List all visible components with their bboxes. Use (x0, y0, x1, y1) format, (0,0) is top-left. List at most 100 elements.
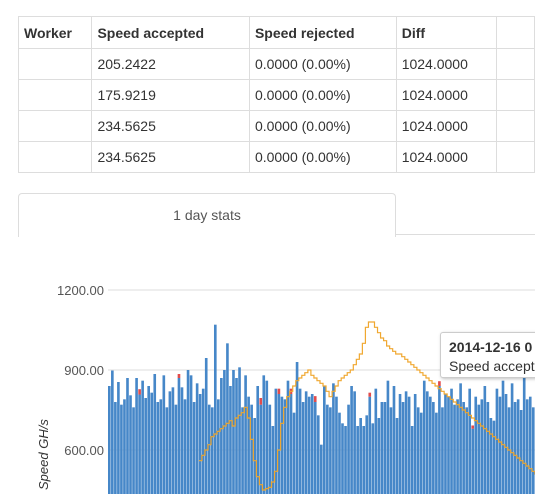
bar-accepted (425, 391, 429, 494)
table-header-row: Worker Speed accepted Speed rejected Dif… (17, 16, 535, 49)
bar-accepted (513, 402, 517, 494)
bar-accepted (368, 396, 372, 494)
bar-accepted (419, 412, 423, 494)
bar-accepted (316, 415, 320, 494)
bar-accepted (456, 399, 459, 494)
table-row: 175.9219 0.0000 (0.00%) 1024.0000 (17, 79, 535, 111)
bar-accepted (195, 383, 199, 494)
bar-accepted (283, 399, 287, 494)
bar-accepted (332, 383, 335, 494)
y-tick-label: 900.00 (64, 363, 104, 378)
bar-rejected (471, 425, 475, 429)
bar-accepted (450, 388, 453, 494)
bar-accepted (232, 370, 235, 494)
bar-accepted (335, 396, 338, 494)
bar-accepted (380, 402, 384, 494)
bar-accepted (159, 399, 163, 494)
bar-accepted (123, 399, 126, 494)
bar-accepted (108, 386, 111, 494)
cell-speed-rejected: 0.0000 (0.00%) (248, 79, 397, 111)
header-diff: Diff (395, 16, 498, 49)
bar-accepted (304, 391, 308, 494)
bar-accepted (377, 418, 381, 494)
bar-accepted (132, 407, 135, 494)
bar-accepted (462, 402, 465, 494)
bar-accepted (289, 394, 293, 494)
y-tick-label: 600.00 (64, 443, 104, 458)
bar-accepted (241, 407, 244, 494)
cell-worker (17, 141, 93, 173)
cell-diff: 1024.0000 (395, 141, 498, 173)
bar-accepted (138, 394, 141, 494)
bar-accepted (501, 380, 505, 494)
bar-accepted (432, 402, 435, 494)
bar-accepted (392, 386, 396, 494)
bar-accepted (165, 407, 169, 494)
cell-worker (17, 110, 93, 142)
bar-accepted (356, 426, 359, 494)
bar-accepted (507, 407, 511, 494)
cell-extra (496, 79, 535, 111)
bar-accepted (217, 399, 220, 494)
cell-worker (17, 79, 93, 111)
bar-accepted (262, 375, 266, 494)
header-speed-rejected: Speed rejected (248, 16, 397, 49)
bar-accepted (422, 380, 426, 494)
bar-accepted (238, 367, 241, 494)
bar-accepted (404, 391, 408, 494)
bar-accepted (429, 396, 432, 494)
table-row: 205.2422 0.0000 (0.00%) 1024.0000 (17, 48, 535, 80)
bar-accepted (126, 378, 129, 494)
bar-accepted (338, 412, 341, 494)
cell-speed-rejected: 0.0000 (0.00%) (248, 141, 397, 173)
bar-accepted (344, 426, 347, 494)
bar-accepted (525, 399, 529, 494)
bar-accepted (280, 396, 284, 494)
tab-bar-divider (396, 234, 535, 235)
bar-accepted (329, 407, 332, 494)
bar-rejected (313, 396, 317, 402)
cell-speed-rejected: 0.0000 (0.00%) (248, 48, 397, 80)
bar-accepted (268, 404, 272, 494)
header-extra (496, 16, 535, 49)
bar-accepted (465, 407, 468, 494)
bar-accepted (201, 388, 205, 494)
bar-accepted (223, 370, 226, 494)
bar-accepted (229, 386, 232, 494)
bar-accepted (471, 428, 475, 494)
bar-accepted (453, 404, 456, 494)
bar-accepted (177, 378, 181, 494)
bar-accepted (362, 426, 366, 494)
bar-accepted (244, 375, 247, 494)
bar-accepted (504, 394, 508, 494)
bar-accepted (298, 388, 302, 494)
bar-accepted (416, 407, 420, 494)
cell-extra (496, 141, 535, 173)
bar-accepted (114, 402, 117, 494)
bar-accepted (147, 386, 150, 494)
bar-accepted (365, 415, 369, 494)
bar-accepted (207, 404, 211, 494)
bar-accepted (477, 404, 481, 494)
bar-accepted (389, 407, 393, 494)
cell-speed-accepted: 205.2422 (91, 48, 250, 80)
bar-accepted (359, 418, 362, 494)
bar-accepted (474, 396, 478, 494)
y-axis-label: Speed GH/s (36, 419, 51, 490)
bar-accepted (210, 407, 214, 494)
cell-extra (496, 48, 535, 80)
bar-accepted (531, 407, 535, 494)
bar-accepted (395, 418, 399, 494)
bar-accepted (522, 378, 526, 494)
bar-accepted (307, 396, 311, 494)
bar-accepted (341, 423, 344, 494)
bar-accepted (247, 396, 250, 494)
bar-accepted (347, 404, 350, 494)
cell-diff: 1024.0000 (395, 79, 498, 111)
bar-accepted (407, 396, 411, 494)
tab-1-day-stats[interactable]: 1 day stats (18, 193, 396, 237)
bar-accepted (150, 392, 154, 494)
bar-accepted (235, 378, 238, 494)
cell-worker (17, 48, 93, 80)
chart-tooltip: 2014-12-16 0 Speed accept (440, 332, 535, 378)
